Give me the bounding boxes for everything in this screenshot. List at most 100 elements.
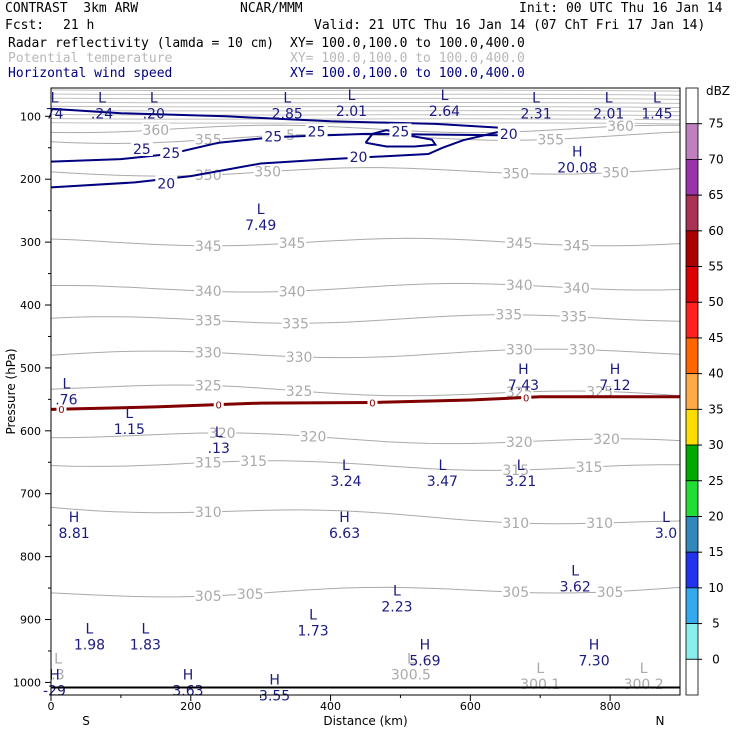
colorbar-label: 10 — [708, 581, 723, 595]
theta-upper-line — [50, 97, 681, 100]
wind-label-bg — [497, 125, 520, 141]
extremum-value: 3.21 — [505, 474, 536, 490]
y-tick-label: 600 — [20, 425, 41, 438]
theta-label: 325 — [195, 378, 222, 394]
forecast-hour: 21 h — [63, 18, 95, 33]
theta-label: 360 — [142, 123, 169, 139]
low-marker: L — [86, 621, 94, 637]
theta-label: 335 — [560, 310, 587, 326]
high-marker: H — [49, 667, 60, 683]
colorbar-label: 70 — [708, 152, 723, 166]
extremum-value: 2.64 — [429, 104, 460, 120]
colorbar-swatch — [685, 587, 699, 624]
theta-label: 320 — [593, 432, 620, 448]
colorbar-swatch — [685, 159, 699, 196]
theta-label-bg — [194, 238, 223, 253]
y-tick-label: 100 — [20, 110, 41, 123]
theta-contour-305 — [50, 586, 681, 598]
theta-label: 320 — [300, 429, 327, 445]
colorbar-swatch — [685, 658, 699, 696]
colorbar-label: 65 — [708, 188, 723, 202]
y-tick-label: 900 — [20, 614, 41, 627]
theta-label-bg — [194, 455, 223, 470]
low-marker: L — [536, 661, 544, 677]
wind-contour-25-0 — [50, 107, 499, 129]
colorbar-swatch — [685, 266, 699, 303]
colorbar-swatch — [685, 337, 699, 375]
field-name-theta: Potential temperature — [8, 51, 173, 66]
theta-label-bg — [592, 431, 621, 446]
theta-label-bg — [494, 307, 523, 322]
theta-label: 350 — [502, 166, 529, 182]
theta-label-bg — [299, 429, 328, 444]
theta-label: 340 — [195, 284, 222, 300]
theta-label: 310 — [502, 516, 529, 532]
theta-label-bg — [505, 278, 534, 293]
theta-label-bg — [208, 425, 237, 440]
extremum-value: 3.0 — [655, 526, 677, 542]
theta-upper-line — [50, 113, 681, 117]
x-end-label-south: S — [82, 714, 90, 728]
theta-label-bg — [194, 313, 223, 328]
x-tick-label: 200 — [180, 700, 201, 713]
low-marker: L — [605, 90, 613, 106]
theta-label: 305 — [502, 585, 529, 601]
field-xy-reflectivity: XY= 100.0,100.0 to 100.0,400.0 — [290, 36, 525, 51]
theta-label-bg — [194, 345, 223, 360]
low-marker: L — [54, 652, 62, 668]
colorbar-label: 75 — [708, 117, 723, 131]
low-marker: L — [215, 425, 223, 441]
colorbar-label: 60 — [708, 224, 723, 238]
y-tick-label: 300 — [20, 236, 41, 249]
theta-label: 325 — [286, 384, 313, 400]
low-marker: L — [640, 661, 648, 677]
low-marker: L — [51, 90, 59, 106]
extremum-value: 3.47 — [427, 474, 458, 490]
extremum-value: 300.2 — [624, 677, 664, 693]
theta-upper-line — [50, 118, 681, 121]
theta-label: 340 — [279, 284, 306, 300]
theta-label-bg — [236, 586, 265, 601]
wind-label-bg — [160, 144, 183, 160]
low-marker: L — [125, 406, 133, 422]
low-marker: L — [441, 88, 449, 104]
colorbar-swatch — [685, 444, 699, 482]
theta-label: 360 — [607, 119, 634, 135]
low-marker: L — [283, 90, 291, 106]
colorbar-swatch — [685, 230, 699, 267]
colorbar-label: 5 — [712, 617, 720, 631]
x-tick-label: 800 — [600, 700, 621, 713]
theta-label-bg — [562, 238, 591, 253]
theta-label: 305 — [597, 585, 624, 601]
field-xy-wind: XY= 100.0,100.0 to 100.0,400.0 — [290, 66, 525, 81]
theta-contour-320 — [50, 432, 681, 445]
wind-label: 20 — [350, 150, 368, 166]
theta-label-bg — [505, 434, 534, 449]
y-tick-label: 700 — [20, 488, 41, 501]
wind-label: 25 — [264, 129, 282, 145]
freezing-label-bg — [521, 392, 532, 403]
theta-label-bg — [281, 316, 310, 331]
wind-label: 25 — [162, 146, 180, 162]
theta-label: 340 — [506, 278, 533, 294]
theta-contour-325 — [50, 384, 681, 397]
theta-label-bg — [575, 460, 604, 475]
colorbar-label: 30 — [708, 438, 723, 452]
high-marker: H — [183, 667, 194, 683]
x-tick-label: 400 — [320, 700, 341, 713]
theta-label-bg — [285, 349, 314, 364]
colorbar-unit: dBZ — [706, 84, 730, 98]
forecast-label: Fcst: — [5, 18, 45, 33]
theta-upper-line — [50, 109, 681, 113]
theta-label: 330 — [195, 345, 222, 361]
theta-label: 310 — [586, 516, 613, 532]
theta-label: 335 — [495, 308, 522, 324]
wind-label: 25 — [133, 142, 151, 158]
theta-label: 335 — [195, 313, 222, 329]
high-marker: H — [572, 145, 583, 161]
high-marker: H — [518, 362, 529, 378]
organization-label: NCAR/MMM — [240, 1, 303, 16]
low-marker: L — [309, 608, 317, 624]
theta-label-bg — [559, 309, 588, 324]
